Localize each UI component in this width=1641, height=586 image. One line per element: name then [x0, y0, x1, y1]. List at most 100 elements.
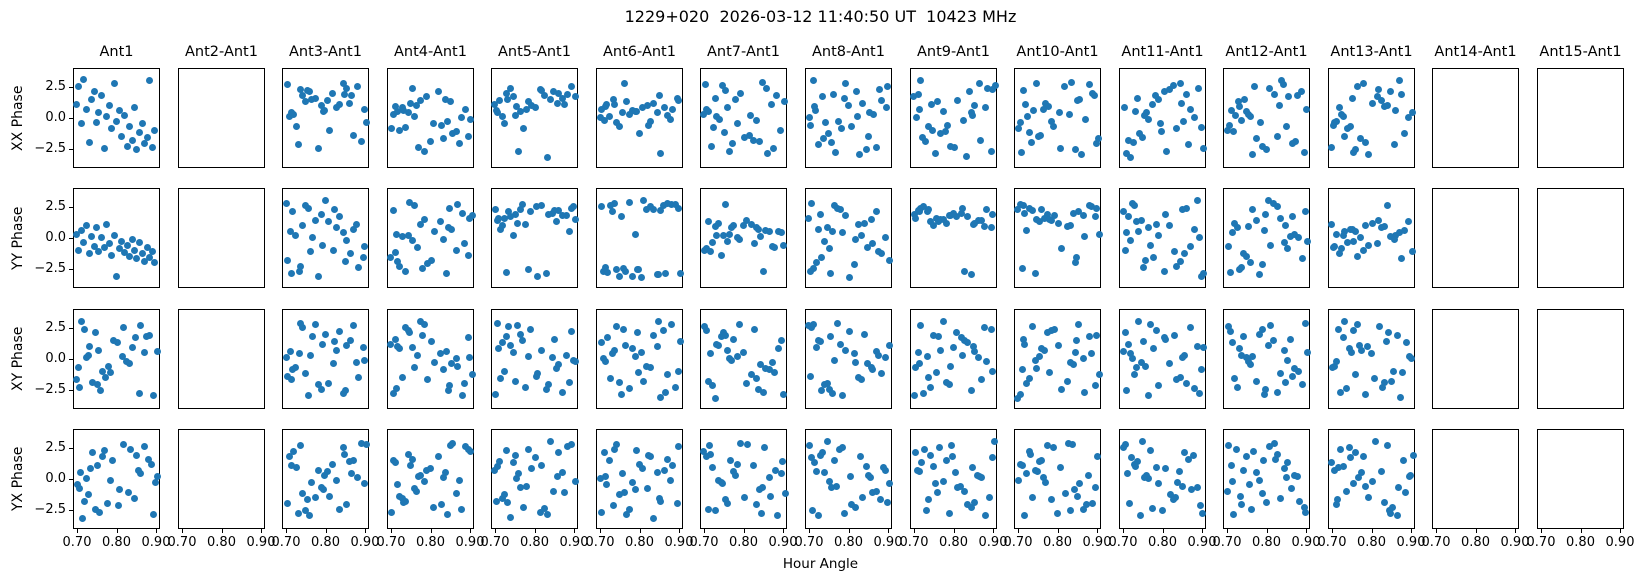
data-point: [504, 323, 512, 331]
data-point: [411, 202, 418, 210]
data-point: [1134, 228, 1142, 236]
data-point: [528, 465, 536, 473]
data-point: [146, 254, 153, 261]
data-point: [839, 229, 847, 237]
data-point: [128, 136, 136, 144]
data-point: [1167, 491, 1175, 499]
data-point: [863, 462, 870, 470]
data-point: [884, 83, 892, 91]
data-point: [294, 509, 302, 517]
data-point: [467, 115, 475, 123]
data-point: [828, 483, 836, 491]
data-point: [703, 453, 710, 460]
data-point: [86, 465, 94, 473]
data-point: [554, 99, 562, 107]
data-point: [700, 323, 708, 331]
data-point: [542, 270, 550, 278]
data-point: [936, 346, 944, 354]
data-point: [1356, 234, 1364, 242]
data-point: [1050, 325, 1058, 333]
data-point: [1339, 334, 1347, 342]
data-point: [1377, 97, 1385, 104]
data-point: [1079, 355, 1087, 363]
data-point: [881, 354, 889, 361]
data-point: [422, 93, 430, 101]
data-point: [868, 363, 876, 371]
data-point: [1124, 136, 1132, 144]
data-point: [100, 244, 108, 252]
data-point: [1328, 220, 1336, 228]
data-point: [328, 89, 336, 97]
data-point: [1407, 471, 1415, 479]
data-point: [647, 118, 655, 125]
data-point: [1377, 224, 1385, 232]
data-point: [329, 246, 337, 254]
x-tick-mark: [1227, 529, 1229, 533]
data-point: [301, 98, 309, 106]
data-point: [756, 137, 763, 145]
data-point: [915, 467, 923, 475]
data-point: [1299, 255, 1307, 263]
data-point: [1142, 256, 1150, 264]
data-point: [287, 461, 295, 469]
data-point: [1303, 349, 1311, 357]
data-point: [1302, 208, 1309, 216]
data-point: [1294, 367, 1302, 375]
data-point: [87, 95, 95, 103]
data-point: [676, 338, 684, 345]
y-tick-label: −2.5: [34, 501, 66, 517]
data-point: [1178, 99, 1186, 107]
data-point: [705, 108, 712, 116]
data-point: [353, 220, 361, 228]
data-point: [639, 465, 647, 473]
data-point: [777, 336, 785, 344]
data-point: [809, 507, 817, 515]
data-point: [1249, 205, 1256, 213]
data-point: [816, 210, 824, 218]
data-point: [924, 205, 932, 213]
data-point: [136, 239, 144, 247]
data-point: [911, 449, 919, 457]
data-point: [78, 120, 85, 128]
data-point: [449, 130, 456, 138]
data-point: [1041, 346, 1049, 354]
data-point: [848, 122, 856, 130]
data-point: [1247, 361, 1255, 369]
y-tick-mark: [69, 148, 73, 151]
panel-yx-Ant3-Ant1: [282, 429, 370, 529]
data-point: [1225, 441, 1233, 449]
data-point: [1138, 217, 1146, 224]
x-tick-mark: [286, 529, 288, 533]
data-point: [1131, 371, 1139, 379]
data-point: [805, 441, 813, 449]
data-point: [1129, 355, 1137, 363]
x-tick-mark: [1162, 529, 1164, 533]
data-point: [296, 262, 304, 270]
data-point: [1337, 388, 1344, 396]
x-tick-label: 0.80: [1461, 535, 1490, 550]
data-point: [1409, 451, 1417, 459]
data-point: [1345, 444, 1353, 452]
data-point: [749, 136, 757, 144]
data-point: [973, 471, 981, 479]
data-point: [983, 357, 991, 365]
data-point: [1376, 323, 1384, 331]
data-point: [1081, 233, 1089, 240]
data-point: [1230, 375, 1238, 382]
data-point: [615, 491, 623, 499]
x-tick-mark: [1580, 529, 1582, 533]
data-point: [1378, 467, 1386, 475]
data-point: [1127, 236, 1135, 244]
data-point: [919, 203, 927, 211]
data-point: [301, 507, 309, 515]
data-point: [1017, 391, 1024, 399]
data-point: [1399, 456, 1407, 464]
data-point: [1228, 106, 1235, 114]
data-point: [1277, 214, 1285, 222]
data-point: [551, 207, 558, 215]
data-point: [650, 331, 658, 339]
data-point: [924, 122, 932, 130]
x-tick-mark: [953, 529, 955, 533]
x-tick-label: 0.70: [271, 535, 301, 550]
